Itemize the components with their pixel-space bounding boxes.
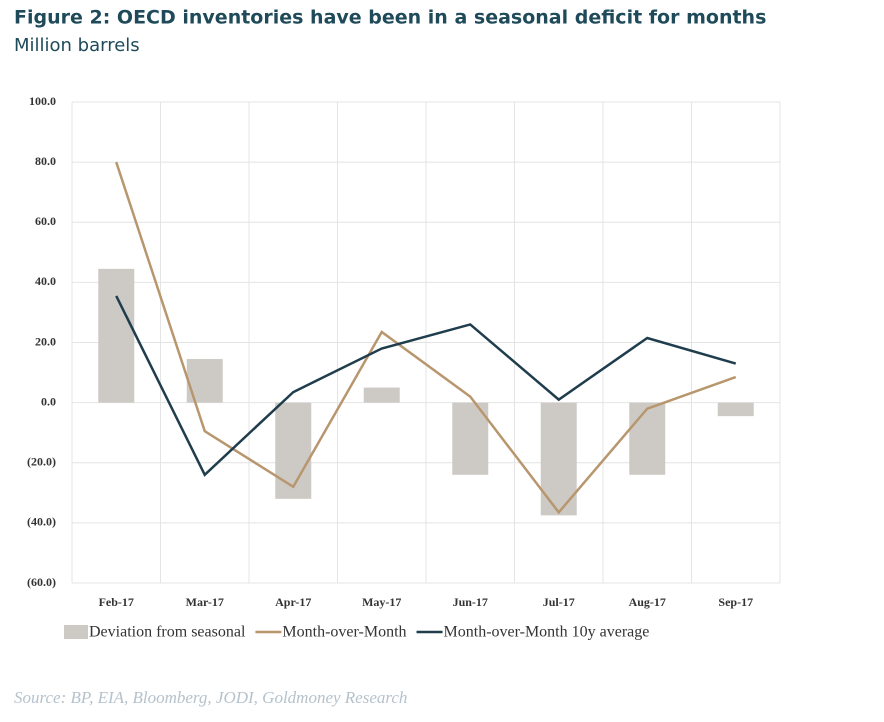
bar: [275, 402, 312, 499]
y-tick-label: 20.0: [35, 334, 56, 348]
x-tick-label: Mar-17: [186, 595, 224, 609]
bar: [452, 402, 489, 475]
y-tick-label: (60.0): [27, 575, 56, 589]
x-tick-label: Sep-17: [718, 595, 753, 609]
y-tick-label: (20.0): [27, 455, 56, 469]
x-tick-label: Apr-17: [275, 595, 311, 609]
y-tick-label: 60.0: [35, 214, 56, 228]
y-tick-label: 80.0: [35, 154, 56, 168]
bar: [629, 402, 666, 475]
bar: [98, 268, 135, 403]
y-tick-label: 0.0: [41, 394, 56, 408]
y-tick-label: 40.0: [35, 274, 56, 288]
bar: [717, 402, 754, 417]
x-tick-label: Jul-17: [543, 595, 575, 609]
source: Source: BP, EIA, Bloomberg, JODI, Goldmo…: [14, 688, 407, 707]
y-tick-label: (40.0): [27, 515, 56, 529]
line: [115, 295, 737, 477]
x-tick-label: Feb-17: [99, 595, 134, 609]
legend-label: Deviation from seasonal: [89, 624, 246, 641]
chart-subtitle: Million barrels: [14, 35, 140, 56]
x-tick-label: May-17: [362, 595, 401, 609]
y-tick-label: 100.0: [29, 94, 56, 108]
x-tick-label: Aug-17: [629, 595, 666, 609]
x-tick-label: Jun-17: [453, 595, 488, 609]
legend-swatch: [64, 625, 88, 639]
line: [115, 161, 737, 515]
legend-label: Month-over-Month 10y average: [444, 624, 650, 641]
chart-title: Figure 2: OECD inventories have been in …: [14, 7, 766, 29]
bar: [363, 387, 400, 403]
legend-label: Month-over-Month: [282, 624, 406, 641]
